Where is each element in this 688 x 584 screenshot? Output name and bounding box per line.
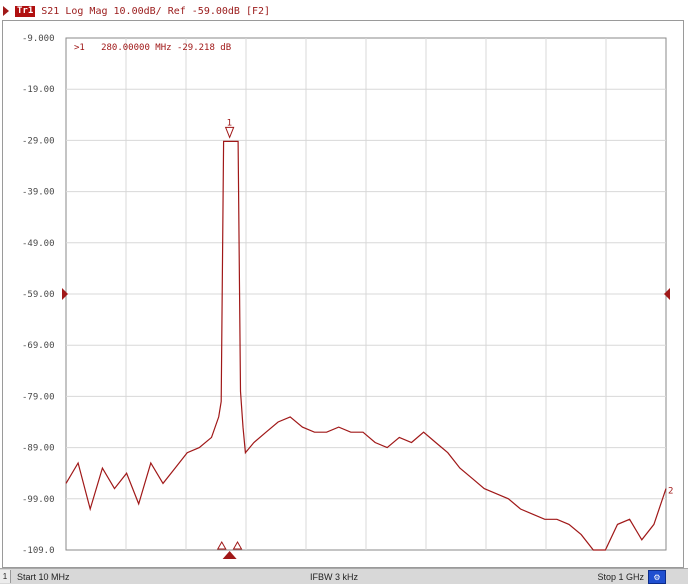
grid — [65, 37, 667, 551]
trace-end-label: 2 — [668, 487, 673, 497]
plot-frame — [2, 20, 684, 568]
config-icon[interactable]: ⚙ — [648, 570, 666, 584]
bandwidth-marker-icon — [232, 540, 243, 550]
marker-1-label: 1 — [227, 118, 232, 128]
marker-readout: >1 280.00000 MHz -29.218 dB — [74, 43, 231, 53]
trace-info: S21 Log Mag 10.00dB/ Ref -59.00dB [F2] — [41, 5, 271, 17]
stop-frequency[interactable]: Stop 1 GHz — [597, 571, 644, 582]
status-bar: 1 Start 10 MHz IFBW 3 kHz Stop 1 GHz ⚙ — [0, 568, 688, 584]
marker-1-icon — [224, 126, 235, 139]
ref-level-left-arrow-icon — [62, 288, 68, 300]
channel-indicator[interactable]: 1 — [0, 570, 11, 583]
y-tick-label: -109.0 — [22, 546, 55, 556]
y-tick-label: -19.00 — [22, 85, 55, 95]
start-frequency[interactable]: Start 10 MHz — [17, 571, 70, 582]
bandwidth-marker-icon — [216, 540, 227, 550]
ref-level-right-arrow-icon — [664, 288, 670, 300]
y-tick-labels: -9.000 -19.00 -29.00 -39.00 -49.00 -59.00 -69.… — [22, 34, 55, 556]
y-tick-label: -99.00 — [22, 495, 55, 505]
y-tick-label: -59.00 — [22, 290, 55, 300]
active-trace-arrow-icon — [3, 6, 9, 16]
y-tick-label: -89.00 — [22, 444, 55, 454]
markers[interactable]: 12 — [62, 118, 673, 559]
y-tick-label: -29.00 — [22, 136, 55, 146]
trace-badge[interactable]: Tr1 — [15, 5, 36, 17]
y-tick-label: -39.00 — [22, 188, 55, 198]
y-tick-label: -9.000 — [22, 34, 55, 44]
active-marker-arrow-icon — [222, 551, 237, 559]
y-tick-label: -49.00 — [22, 239, 55, 249]
trace-line — [65, 140, 667, 551]
y-tick-label: -79.00 — [22, 392, 55, 402]
ifbw-setting[interactable]: IFBW 3 kHz — [310, 571, 359, 582]
trace-s21 — [65, 140, 667, 551]
trace-header[interactable]: Tr1 S21 Log Mag 10.00dB/ Ref -59.00dB [F… — [3, 3, 683, 19]
y-tick-label: -69.00 — [22, 341, 55, 351]
